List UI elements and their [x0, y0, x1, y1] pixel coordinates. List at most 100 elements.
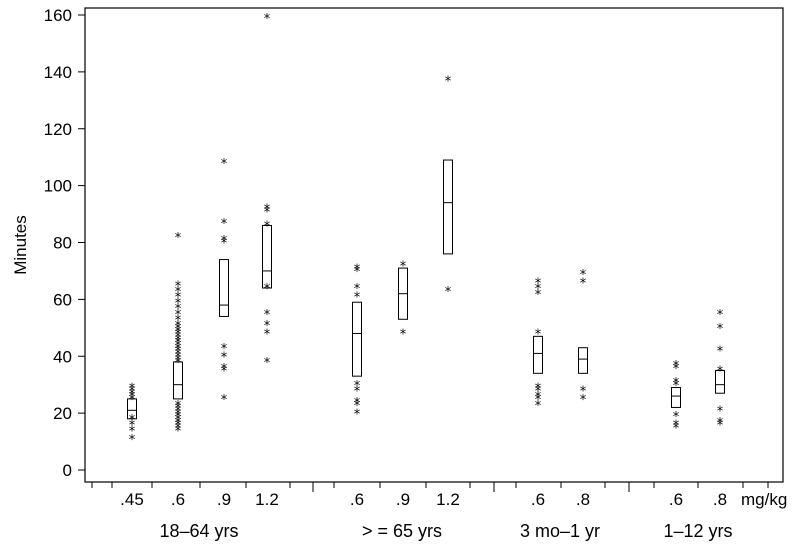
outlier-point: * [175, 322, 182, 337]
outlier-point: * [175, 399, 182, 414]
outlier-point: * [354, 282, 361, 297]
outlier-point: * [673, 410, 680, 425]
iqr-box [671, 387, 681, 408]
outlier-point: * [400, 328, 407, 343]
outlier-point: * [354, 379, 361, 394]
y-tick-label: 0 [63, 461, 72, 480]
y-tick-label: 80 [53, 234, 72, 253]
group-label: 3 mo–1 yr [520, 521, 600, 541]
outlier-point: * [580, 393, 587, 408]
outlier-point: * [354, 265, 361, 280]
outlier-point: * [175, 336, 182, 351]
outlier-point: * [673, 359, 680, 374]
outlier-point: * [129, 387, 136, 402]
outlier-point: * [129, 390, 136, 405]
outlier-point: * [175, 410, 182, 425]
outlier-point: * [535, 393, 542, 408]
iqr-box [578, 347, 588, 374]
dose-label: .6 [531, 490, 545, 509]
y-tick-label: 40 [53, 347, 72, 366]
outlier-point: * [717, 419, 724, 434]
boxes-layer: ****************************************… [127, 12, 725, 448]
outlier-point: * [175, 302, 182, 317]
y-tick-label: 140 [44, 63, 72, 82]
iqr-box [219, 259, 229, 317]
outlier-point: * [129, 433, 136, 448]
outlier-point: * [175, 348, 182, 363]
outlier-point: * [175, 424, 182, 439]
outlier-point: * [175, 404, 182, 419]
outlier-point: * [580, 276, 587, 291]
outlier-point: * [175, 279, 182, 294]
outlier-point: * [221, 217, 228, 232]
outlier-point: * [129, 419, 136, 434]
outlier-point: * [221, 157, 228, 172]
iqr-box [715, 369, 725, 394]
outlier-point: * [445, 285, 452, 300]
outlier-point: * [354, 396, 361, 411]
dose-label: 1.2 [436, 490, 460, 509]
group-label: 18–64 yrs [159, 521, 238, 541]
outlier-point: * [175, 356, 182, 371]
outlier-point: * [264, 203, 271, 218]
outlier-point: * [129, 393, 136, 408]
iqr-box [262, 224, 272, 289]
outlier-point: * [175, 342, 182, 357]
outlier-point: * [129, 385, 136, 400]
outlier-point: * [175, 422, 182, 437]
outlier-point: * [175, 339, 182, 354]
dose-label: .8 [576, 490, 590, 509]
outlier-point: * [175, 313, 182, 328]
outlier-point: * [535, 382, 542, 397]
dose-label: .9 [217, 490, 231, 509]
dose-label: .45 [120, 490, 144, 509]
outlier-point: * [175, 285, 182, 300]
outlier-point: * [673, 419, 680, 434]
outlier-point: * [264, 308, 271, 323]
iqr-box [443, 159, 453, 255]
outlier-point: * [129, 413, 136, 428]
outlier-point: * [175, 413, 182, 428]
outlier-point: * [580, 385, 587, 400]
outlier-point: * [717, 345, 724, 360]
outlier-point: * [673, 379, 680, 394]
outlier-point: * [175, 328, 182, 343]
outlier-point: * [673, 376, 680, 391]
iqr-box [127, 398, 137, 420]
iqr-box [352, 301, 362, 377]
outlier-point: * [445, 75, 452, 90]
outlier-point: * [175, 350, 182, 365]
outlier-point: * [264, 12, 271, 27]
outlier-point: * [717, 416, 724, 431]
group-label: 1–12 yrs [663, 521, 732, 541]
outlier-point: * [175, 291, 182, 306]
outlier-point: * [717, 322, 724, 337]
outlier-point: * [354, 407, 361, 422]
outlier-point: * [717, 365, 724, 380]
outlier-point: * [175, 308, 182, 323]
outlier-point: * [354, 291, 361, 306]
outlier-point: * [673, 422, 680, 437]
outlier-point: * [175, 419, 182, 434]
outlier-point: * [221, 365, 228, 380]
outlier-point: * [535, 385, 542, 400]
dose-label: .9 [396, 490, 410, 509]
outlier-point: * [221, 237, 228, 252]
dose-label: .6 [669, 490, 683, 509]
outlier-point: * [535, 276, 542, 291]
outlier-point: * [221, 342, 228, 357]
outlier-point: * [175, 231, 182, 246]
y-axis-title: Minutes [11, 215, 30, 275]
outlier-point: * [400, 259, 407, 274]
outlier-point: * [535, 282, 542, 297]
outlier-point: * [354, 262, 361, 277]
group-label: > = 65 yrs [362, 521, 442, 541]
y-tick-label: 60 [53, 290, 72, 309]
outlier-point: * [175, 402, 182, 417]
outlier-point: * [535, 399, 542, 414]
outlier-point: * [175, 325, 182, 340]
outlier-point: * [175, 319, 182, 334]
outlier-point: * [221, 234, 228, 249]
outlier-point: * [175, 345, 182, 360]
outlier-point: * [221, 350, 228, 365]
